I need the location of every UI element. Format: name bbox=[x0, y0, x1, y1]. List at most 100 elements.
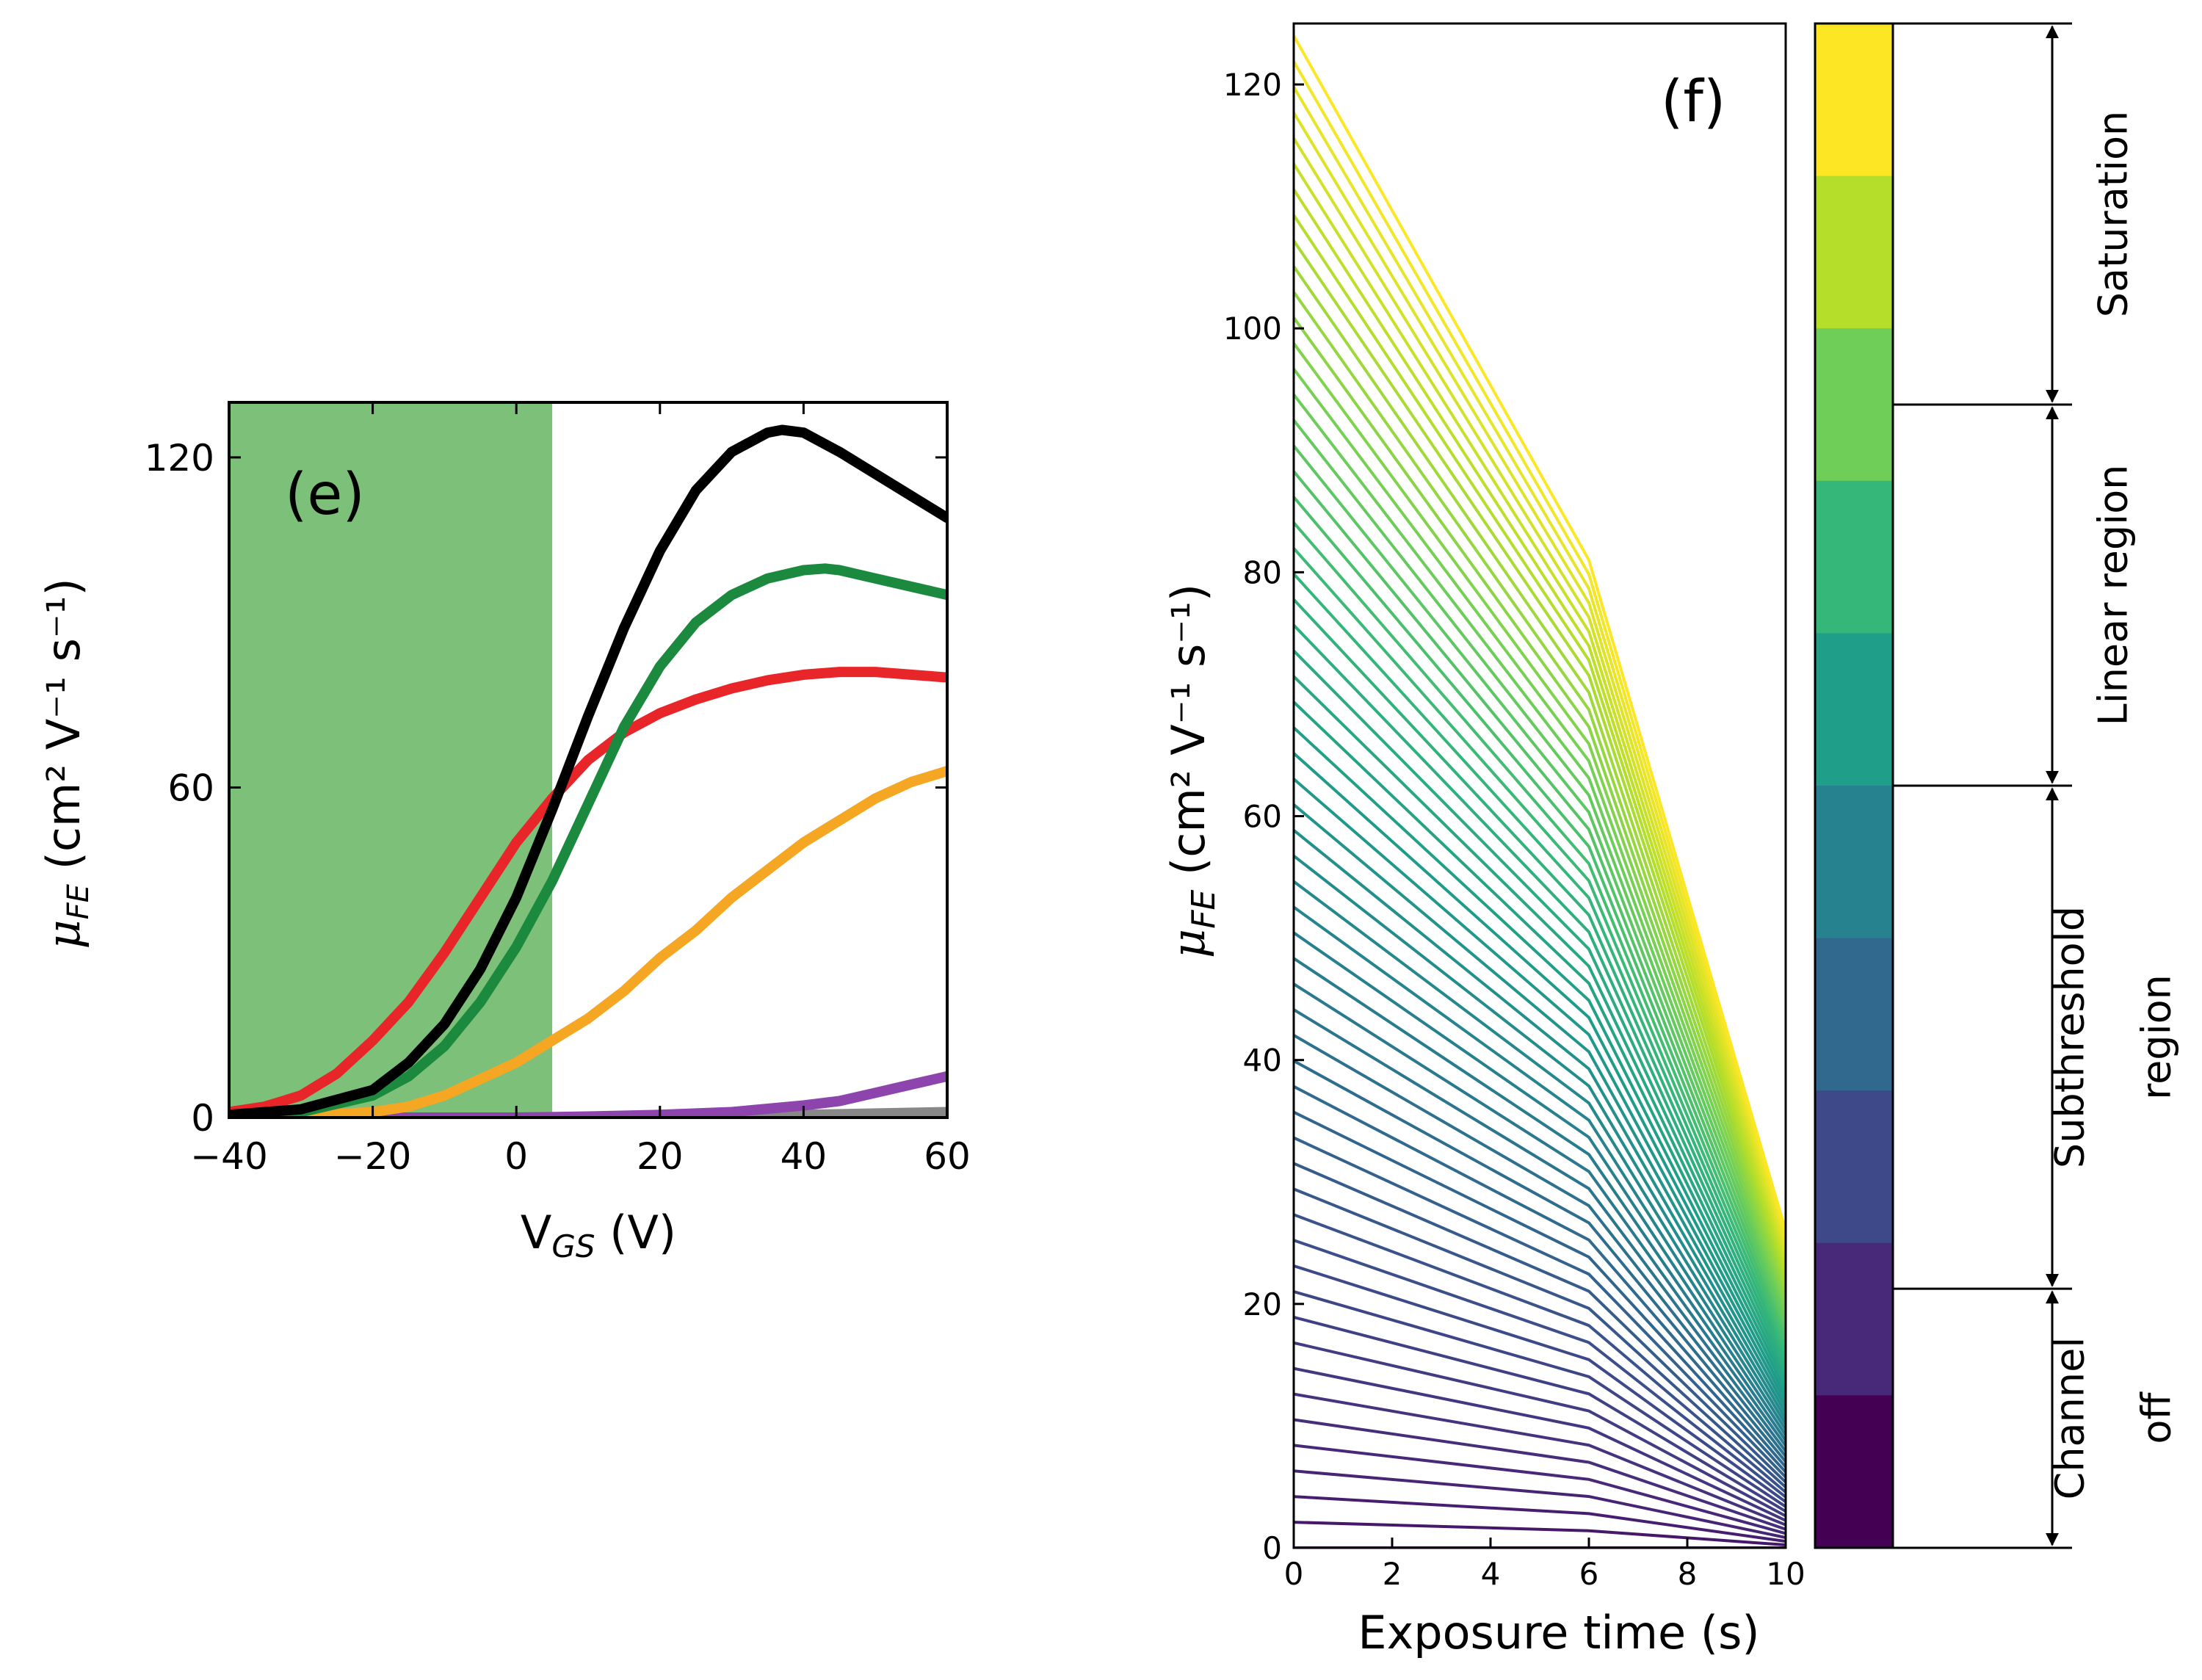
panel-f-y-label-rest: (cm² V⁻¹ s⁻¹) bbox=[1162, 584, 1215, 890]
panel-f-colorbar bbox=[1814, 22, 1894, 1549]
panel-f-axes-frame bbox=[1292, 22, 1787, 1549]
panel-f-series-line bbox=[1294, 1110, 1786, 1474]
panel-f-colorbar-segment bbox=[1815, 175, 1893, 330]
panel-f-colorbar-segment bbox=[1815, 1242, 1893, 1397]
panel-f-series-line bbox=[1294, 700, 1786, 1386]
panel-e-x-label-rest: (V) bbox=[595, 1206, 677, 1259]
panel-e-y-label-mu: μ bbox=[37, 919, 90, 949]
panel-f-x-tick-label: 0 bbox=[1284, 1556, 1304, 1592]
panel-f-series-line bbox=[1294, 1521, 1786, 1546]
panel-e-y-tick-label: 0 bbox=[191, 1097, 214, 1140]
panel-e-x-tick-label: 60 bbox=[924, 1135, 971, 1178]
panel-f-series-line bbox=[1294, 547, 1786, 1352]
panel-f-series-line bbox=[1294, 239, 1786, 1281]
panel-e-series-group bbox=[229, 424, 947, 1118]
panel-f-series-line bbox=[1294, 855, 1786, 1420]
panel-f-x-tick-label: 6 bbox=[1579, 1556, 1599, 1592]
panel-f-y-tick-label: 0 bbox=[1262, 1530, 1282, 1566]
panel-e-axes-frame bbox=[228, 401, 949, 1119]
panel-f-series-line bbox=[1294, 265, 1786, 1286]
panel-e-y-label-rest: (cm² V⁻¹ s⁻¹) bbox=[37, 578, 90, 884]
panel-f-series-line bbox=[1294, 1392, 1786, 1527]
panel-f-x-tick-label: 10 bbox=[1766, 1556, 1805, 1592]
panel-f-y-tick-label: 40 bbox=[1243, 1043, 1282, 1079]
panel-f-series-line bbox=[1294, 316, 1786, 1299]
panel-f-x-axis-label: Exposure time (s) bbox=[1358, 1606, 1759, 1659]
panel-f-series-line bbox=[1294, 1136, 1786, 1479]
panel-e-x-tick-label: −20 bbox=[334, 1135, 412, 1178]
panel-f-series-line bbox=[1294, 342, 1786, 1305]
panel-e-chart: −40 −20 0 20 40 60 0 60 120 (e) VGS (V) μFE (cm²… bbox=[37, 401, 971, 1264]
panel-e-series-line-3 bbox=[229, 766, 947, 1118]
panel-e-label: (e) bbox=[285, 462, 365, 528]
panel-f-series-line bbox=[1294, 419, 1786, 1322]
panel-f-series-line bbox=[1294, 1034, 1786, 1458]
panel-f-y-label-mu: μ bbox=[1162, 929, 1215, 958]
panel-f-series-line bbox=[1294, 778, 1786, 1403]
panel-e-series-line-2 bbox=[229, 667, 947, 1118]
panel-f-colorbar-segment bbox=[1815, 480, 1893, 634]
panel-f-series-line bbox=[1294, 1290, 1786, 1508]
panel-f-series-line bbox=[1294, 1085, 1786, 1469]
panel-f-series-line bbox=[1294, 496, 1786, 1340]
panel-f-region-annotations: Saturation Linear region Subthreshold regio… bbox=[1893, 22, 2180, 1549]
panel-f-y-label-sub: FE bbox=[1185, 889, 1223, 928]
panel-f-series-line bbox=[1294, 649, 1786, 1375]
panel-f-y-tick-label: 80 bbox=[1243, 554, 1282, 590]
panel-f-x-tick-label: 2 bbox=[1383, 1556, 1402, 1592]
panel-e-series-line-4 bbox=[229, 1071, 947, 1118]
panel-f-series-line bbox=[1294, 675, 1786, 1380]
panel-f-series-line bbox=[1294, 1366, 1786, 1522]
panel-f-series-line bbox=[1294, 1162, 1786, 1484]
panel-f-series-line bbox=[1294, 1239, 1786, 1499]
panel-f-series-line bbox=[1294, 1341, 1786, 1518]
panel-f-series-line bbox=[1294, 1060, 1786, 1463]
panel-f-region-label: Subthreshold bbox=[2047, 906, 2093, 1168]
panel-f-region-label: Saturation bbox=[2090, 111, 2137, 318]
panel-e-y-label-sub: FE bbox=[62, 883, 95, 919]
panel-f-series-line bbox=[1294, 573, 1786, 1358]
panel-f-series-line bbox=[1294, 112, 1786, 1250]
panel-f-colorbar-segment bbox=[1815, 23, 1893, 177]
panel-e-y-tick-label: 60 bbox=[167, 767, 214, 809]
panel-f-series-line bbox=[1294, 624, 1786, 1369]
panel-e-x-axis-label: VGS (V) bbox=[521, 1206, 676, 1264]
panel-f-series-line bbox=[1294, 1418, 1786, 1531]
panel-f-colorbar-segment bbox=[1815, 786, 1893, 939]
panel-f-series-line bbox=[1294, 1213, 1786, 1493]
panel-f-series-line bbox=[1294, 957, 1786, 1442]
panel-f-series-line bbox=[1294, 1264, 1786, 1504]
panel-f-series-line bbox=[1294, 982, 1786, 1447]
panel-f-series-line bbox=[1294, 931, 1786, 1436]
panel-f-region-label: Linear region bbox=[2090, 465, 2137, 726]
panel-f-series-line bbox=[1294, 60, 1786, 1238]
panel-f-colorbar-segment bbox=[1815, 938, 1893, 1092]
panel-e-series-line-0 bbox=[229, 424, 947, 1118]
panel-f-colorbar-segment bbox=[1815, 1395, 1893, 1549]
panel-f-series-line bbox=[1294, 444, 1786, 1328]
panel-f-label: (f) bbox=[1661, 69, 1725, 135]
panel-f-series-line bbox=[1294, 1315, 1786, 1513]
panel-e-y-tick-label: 120 bbox=[145, 437, 214, 479]
panel-f-series-line bbox=[1294, 394, 1786, 1317]
panel-f-series-line bbox=[1294, 188, 1786, 1268]
panel-f-series-line bbox=[1294, 214, 1786, 1275]
panel-f-series-line bbox=[1294, 35, 1786, 1231]
panel-e-ticks: −40 −20 0 20 40 60 0 60 120 bbox=[145, 402, 971, 1178]
panel-f-series-line bbox=[1294, 137, 1786, 1256]
panel-f-y-tick-label: 120 bbox=[1223, 67, 1282, 103]
panel-f-series-line bbox=[1294, 880, 1786, 1425]
panel-f-series-line bbox=[1294, 829, 1786, 1414]
panel-f-series-line bbox=[1294, 726, 1786, 1392]
panel-f-series-line bbox=[1294, 803, 1786, 1409]
panel-f-series-line bbox=[1294, 1469, 1786, 1539]
panel-f-series-line bbox=[1294, 521, 1786, 1346]
panel-e-y-axis-label: μFE (cm² V⁻¹ s⁻¹) bbox=[37, 578, 95, 949]
panel-f-x-tick-label: 8 bbox=[1678, 1556, 1698, 1592]
panel-f-series-line bbox=[1294, 1187, 1786, 1488]
panel-f-region-label: Channel bbox=[2047, 1337, 2093, 1500]
panel-f-series-line bbox=[1294, 1444, 1786, 1535]
